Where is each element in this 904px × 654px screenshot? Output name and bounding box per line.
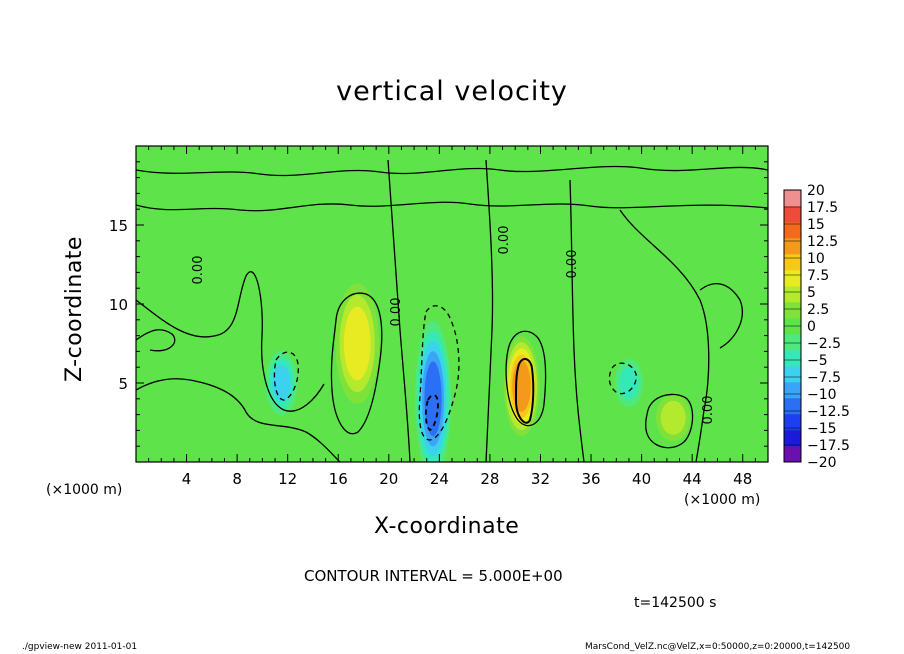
field-level (660, 400, 686, 435)
colorbar: 2017.51512.5107.552.50−2.5−5−7.5−10−12.5… (783, 183, 850, 471)
positive-contour (505, 330, 547, 427)
contour-label: 0.00 (701, 396, 716, 425)
colorbar-swatch (784, 350, 801, 367)
colorbar-label: 5 (807, 285, 816, 301)
zero-contour (136, 329, 176, 352)
colorbar-swatch (784, 254, 801, 271)
negative-contour (418, 305, 460, 441)
negative-contour (608, 362, 637, 395)
x-tick-label: 4 (182, 470, 192, 488)
zero-contour (136, 378, 341, 462)
colorbar-label: −15 (807, 421, 837, 437)
y-tick-label: 10 (109, 296, 128, 314)
field-level (512, 360, 531, 412)
colorbar-swatch (784, 270, 801, 287)
colorbar-label: −12.5 (807, 404, 850, 420)
colorbar-swatch (784, 238, 801, 255)
contour-label: 0.00 (565, 250, 580, 279)
x-tick-label: 12 (278, 470, 297, 488)
colorbar-swatch (784, 430, 801, 447)
zero-contour (136, 271, 325, 412)
colorbar-swatch (784, 382, 801, 399)
x-tick-label: 24 (430, 470, 449, 488)
x-tick-label: 44 (683, 470, 702, 488)
colorbar-swatch (784, 334, 801, 351)
contour-label: 0.00 (389, 298, 404, 327)
contour-label: 0.00 (497, 226, 512, 255)
x-axis-label: X-coordinate (374, 514, 520, 539)
colorbar-label: 7.5 (807, 268, 829, 284)
y-axis-label: Z-coordinate (62, 236, 87, 382)
colorbar-label: −20 (807, 455, 837, 471)
colorbar-swatch (784, 446, 801, 463)
negative-contour (273, 351, 299, 401)
y-tick-label: 15 (109, 217, 128, 235)
x-tick-label: 48 (733, 470, 752, 488)
time-label: t=142500 s (634, 595, 717, 611)
colorbar-swatch (784, 302, 801, 319)
x-tick-label: 28 (480, 470, 499, 488)
colorbar-swatch (784, 286, 801, 303)
colorbar-label: 10 (807, 251, 825, 267)
contour-labels: 0.00 0.00 0.00 0.00 0.00 (191, 226, 716, 425)
zero-contour (485, 159, 494, 462)
x-tick-label: 16 (329, 470, 348, 488)
footer-program-label: ./gpview-new 2011-01-01 (22, 642, 138, 652)
contour-label: 0.00 (191, 256, 206, 285)
colorbar-label: −10 (807, 387, 837, 403)
y-tick-label: 5 (118, 375, 128, 393)
zero-contour (136, 201, 768, 212)
negative-contour (424, 394, 439, 432)
footer-file-label: MarsCond_VelZ.nc@VelZ,x=0:50000,z=0:2000… (585, 642, 851, 652)
colorbar-label: 2.5 (807, 302, 829, 318)
zero-contour (136, 165, 768, 177)
field-level (343, 306, 371, 381)
velocity-field (265, 271, 696, 462)
colorbar-swatch (784, 366, 801, 383)
colorbar-label: −5 (807, 353, 828, 369)
colorbar-label: 12.5 (807, 234, 838, 250)
colorbar-label: 0 (807, 319, 816, 335)
contour-lines (136, 159, 768, 462)
zero-contour (387, 159, 411, 462)
zero-contour (619, 209, 710, 462)
colorbar-swatch (784, 414, 801, 431)
x-unit-label-right: (×1000 m) (684, 492, 761, 508)
strong-contour (514, 358, 535, 424)
x-tick-label: 8 (232, 470, 242, 488)
chart-title: vertical velocity (336, 76, 568, 107)
colorbar-label: 20 (807, 183, 825, 199)
colorbar-swatch (784, 222, 801, 239)
x-tick-label: 40 (632, 470, 651, 488)
positive-contour (330, 292, 383, 435)
x-tick-label: 32 (531, 470, 550, 488)
contour-interval-label: CONTOUR INTERVAL = 5.000E+00 (304, 567, 563, 585)
zero-contour (569, 179, 585, 462)
colorbar-label: −2.5 (807, 336, 841, 352)
zero-contour (699, 283, 743, 349)
field-level (424, 361, 442, 437)
x-tick-label: 20 (379, 470, 398, 488)
colorbar-label: −7.5 (807, 370, 841, 386)
field-level (619, 366, 639, 400)
colorbar-swatch (784, 398, 801, 415)
colorbar-label: −17.5 (807, 438, 850, 454)
positive-contour (645, 393, 694, 449)
colorbar-label: 15 (807, 217, 825, 233)
x-tick-label: 36 (581, 470, 600, 488)
colorbar-swatch (784, 190, 801, 207)
colorbar-swatch (784, 206, 801, 223)
colorbar-label: 17.5 (807, 200, 838, 216)
x-unit-label-left: (×1000 m) (46, 482, 123, 498)
